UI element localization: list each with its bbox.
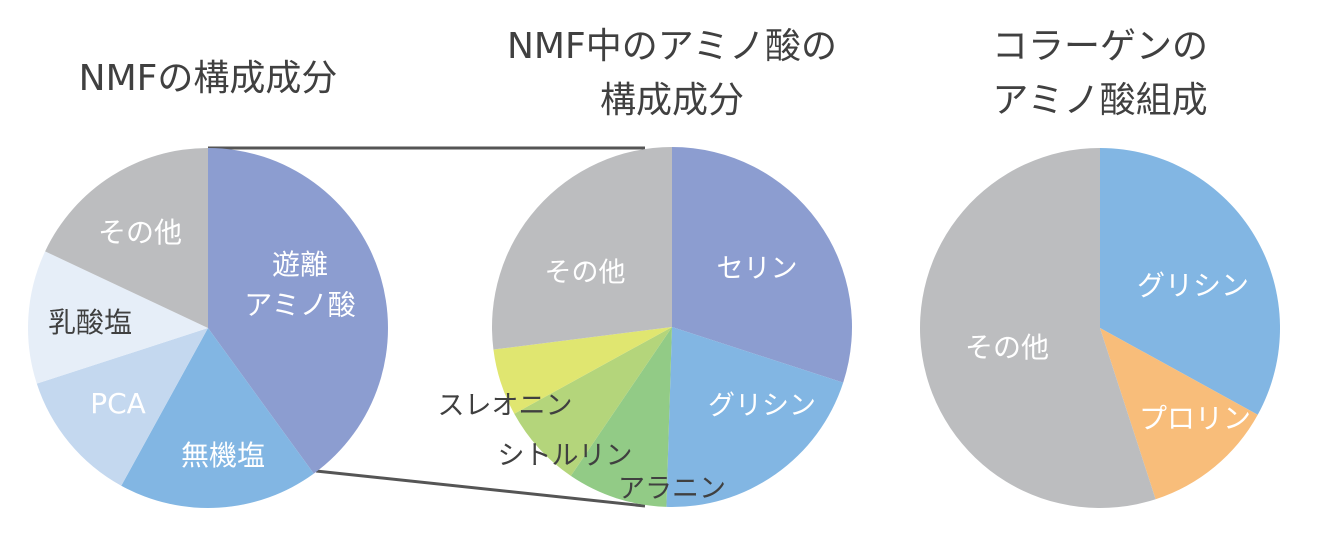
pie-slice <box>28 251 209 384</box>
pie-slice <box>45 148 208 328</box>
chart-title-line-2: アミノ酸組成 <box>992 80 1207 121</box>
slice-label: グリシン <box>1137 269 1249 302</box>
chart-title-line-1: NMF中のアミノ酸の <box>507 26 837 67</box>
pie-slice <box>492 147 672 350</box>
pie-slice <box>514 327 672 476</box>
slice-label: PCA <box>90 387 146 420</box>
pie-slice <box>672 147 852 383</box>
chart-title: NMFの構成成分 <box>79 58 338 99</box>
slice-label: プロリン <box>1139 402 1251 435</box>
pie-slice <box>36 328 209 486</box>
slice-label: スレオニン <box>438 391 573 422</box>
pie-slice <box>919 147 1156 508</box>
slice-label: 遊離アミノ酸 <box>244 248 355 322</box>
slice-label: その他 <box>98 216 182 249</box>
pie-slice <box>208 148 388 474</box>
slice-label: シトルリン <box>498 441 633 472</box>
slice-label: グリシン <box>708 391 816 422</box>
pie-slice <box>1100 148 1281 415</box>
slice-label: 乳酸塩 <box>48 306 132 339</box>
connector-line-bottom <box>315 469 646 508</box>
slice-label: アラニン <box>618 474 726 505</box>
pie-slice <box>1100 328 1258 500</box>
chart-title-line-2: 構成成分 <box>600 80 744 121</box>
pie-slice <box>666 327 844 507</box>
slice-label: その他 <box>965 331 1049 364</box>
slice-label: セリン <box>717 254 798 285</box>
pie-slice <box>121 328 314 509</box>
pie-slice <box>493 327 672 414</box>
slice-label: その他 <box>545 258 626 289</box>
pie-slice <box>570 327 672 507</box>
chart-title-line-1: コラーゲンの <box>992 26 1208 67</box>
slice-label: 無機塩 <box>181 439 265 472</box>
